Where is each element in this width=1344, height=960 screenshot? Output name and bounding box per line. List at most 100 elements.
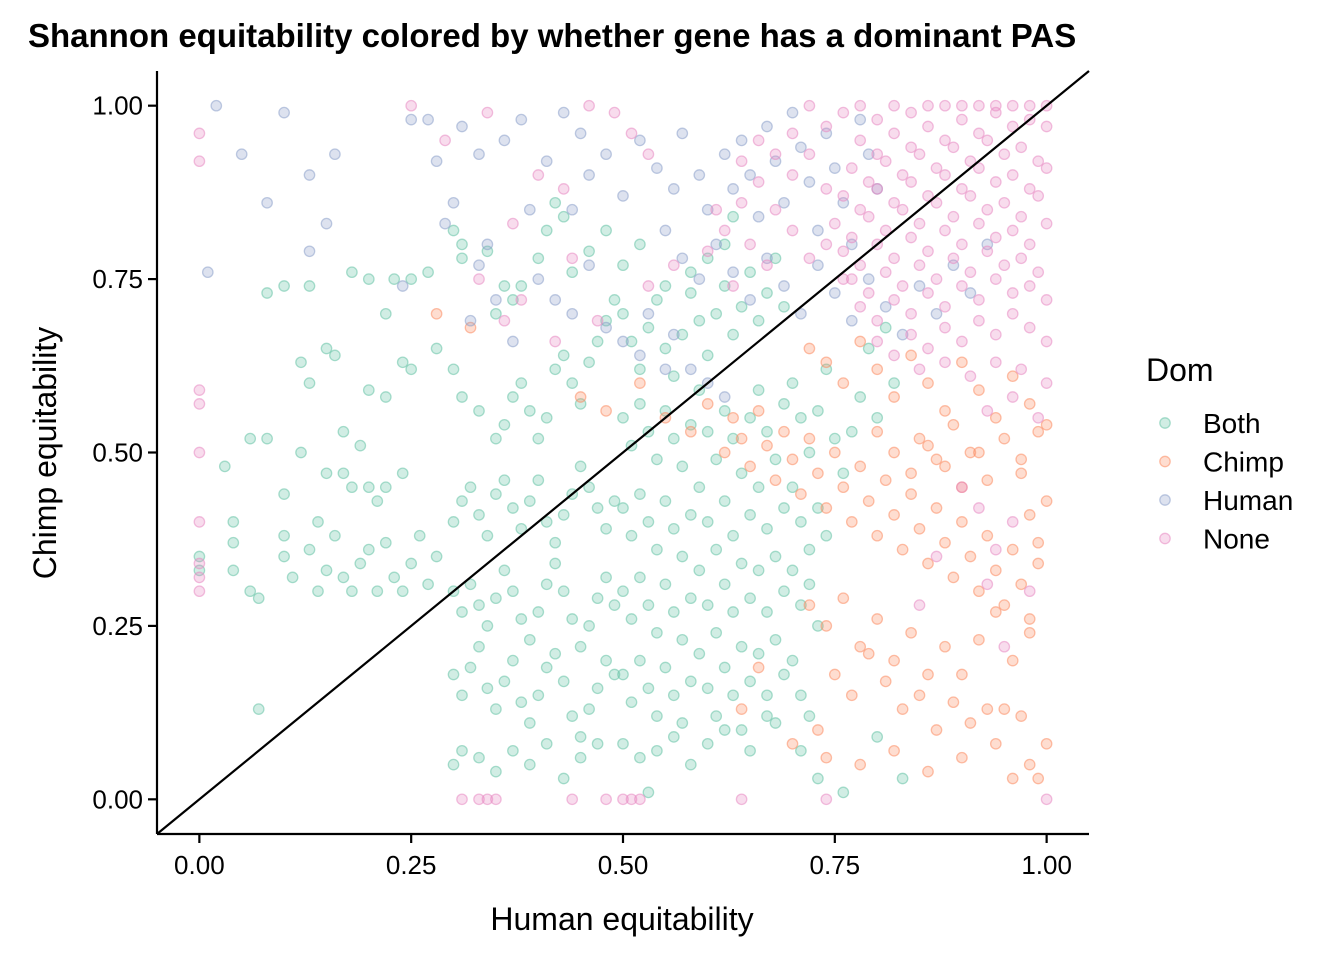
data-point bbox=[745, 593, 755, 603]
data-point bbox=[982, 704, 992, 714]
data-point bbox=[592, 683, 602, 693]
data-point bbox=[779, 281, 789, 291]
data-point bbox=[525, 406, 535, 416]
data-point bbox=[999, 433, 1009, 443]
data-point bbox=[728, 690, 738, 700]
data-point bbox=[643, 309, 653, 319]
data-point bbox=[262, 433, 272, 443]
data-point bbox=[516, 114, 526, 124]
data-point bbox=[474, 753, 484, 763]
chart-title: Shannon equitability colored by whether … bbox=[28, 17, 1076, 54]
data-point bbox=[660, 364, 670, 374]
data-point bbox=[330, 531, 340, 541]
data-point bbox=[1008, 392, 1018, 402]
data-point bbox=[491, 489, 501, 499]
data-point bbox=[516, 295, 526, 305]
data-point bbox=[677, 635, 687, 645]
data-point bbox=[372, 586, 382, 596]
data-point bbox=[821, 753, 831, 763]
data-point bbox=[601, 524, 611, 534]
data-point bbox=[906, 468, 916, 478]
data-point bbox=[1016, 212, 1026, 222]
data-point bbox=[982, 246, 992, 256]
data-point bbox=[957, 517, 967, 527]
legend-label: Human bbox=[1203, 485, 1293, 516]
data-point bbox=[779, 669, 789, 679]
data-point bbox=[889, 378, 899, 388]
data-point bbox=[431, 156, 441, 166]
data-point bbox=[906, 350, 916, 360]
data-point bbox=[448, 517, 458, 527]
data-point bbox=[847, 232, 857, 242]
data-point bbox=[931, 725, 941, 735]
data-point bbox=[736, 433, 746, 443]
data-point bbox=[304, 170, 314, 180]
data-point bbox=[287, 572, 297, 582]
y-axis-title: Chimp equitability bbox=[27, 327, 63, 580]
legend-key bbox=[1160, 418, 1170, 428]
data-point bbox=[745, 746, 755, 756]
data-point bbox=[1041, 496, 1051, 506]
data-point bbox=[516, 697, 526, 707]
data-point bbox=[745, 239, 755, 249]
data-point bbox=[931, 163, 941, 173]
data-point bbox=[448, 669, 458, 679]
data-point bbox=[643, 281, 653, 291]
data-point bbox=[398, 468, 408, 478]
data-point bbox=[991, 329, 1001, 339]
data-point bbox=[847, 690, 857, 700]
data-point bbox=[864, 177, 874, 187]
data-point bbox=[804, 579, 814, 589]
data-point bbox=[457, 121, 467, 131]
data-point bbox=[686, 759, 696, 769]
data-point bbox=[914, 149, 924, 159]
data-point bbox=[499, 135, 509, 145]
data-point bbox=[389, 572, 399, 582]
data-point bbox=[575, 128, 585, 138]
data-point bbox=[779, 586, 789, 596]
data-point bbox=[736, 135, 746, 145]
data-point bbox=[474, 274, 484, 284]
data-point bbox=[982, 135, 992, 145]
data-point bbox=[1025, 184, 1035, 194]
data-point bbox=[296, 447, 306, 457]
data-point bbox=[914, 364, 924, 374]
data-point bbox=[881, 322, 891, 332]
data-point bbox=[838, 107, 848, 117]
data-point bbox=[575, 753, 585, 763]
data-point bbox=[559, 773, 569, 783]
data-point bbox=[728, 184, 738, 194]
data-point bbox=[474, 149, 484, 159]
data-point bbox=[940, 302, 950, 312]
data-point bbox=[482, 107, 492, 117]
data-point bbox=[830, 447, 840, 457]
data-point bbox=[279, 107, 289, 117]
data-point bbox=[550, 558, 560, 568]
data-point bbox=[669, 690, 679, 700]
data-point bbox=[999, 642, 1009, 652]
data-point bbox=[872, 614, 882, 624]
data-point bbox=[533, 607, 543, 617]
data-point bbox=[923, 288, 933, 298]
data-point bbox=[669, 260, 679, 270]
data-point bbox=[194, 572, 204, 582]
data-point bbox=[592, 593, 602, 603]
data-point bbox=[948, 420, 958, 430]
data-point bbox=[279, 281, 289, 291]
data-point bbox=[923, 669, 933, 679]
data-point bbox=[457, 392, 467, 402]
data-point bbox=[703, 739, 713, 749]
data-point bbox=[821, 184, 831, 194]
data-point bbox=[601, 406, 611, 416]
data-point bbox=[855, 336, 865, 346]
data-point bbox=[228, 538, 238, 548]
data-point bbox=[703, 683, 713, 693]
data-point bbox=[753, 177, 763, 187]
data-point bbox=[491, 309, 501, 319]
data-point bbox=[804, 177, 814, 187]
data-point bbox=[618, 336, 628, 346]
data-point bbox=[804, 101, 814, 111]
data-point bbox=[753, 406, 763, 416]
data-point bbox=[711, 454, 721, 464]
